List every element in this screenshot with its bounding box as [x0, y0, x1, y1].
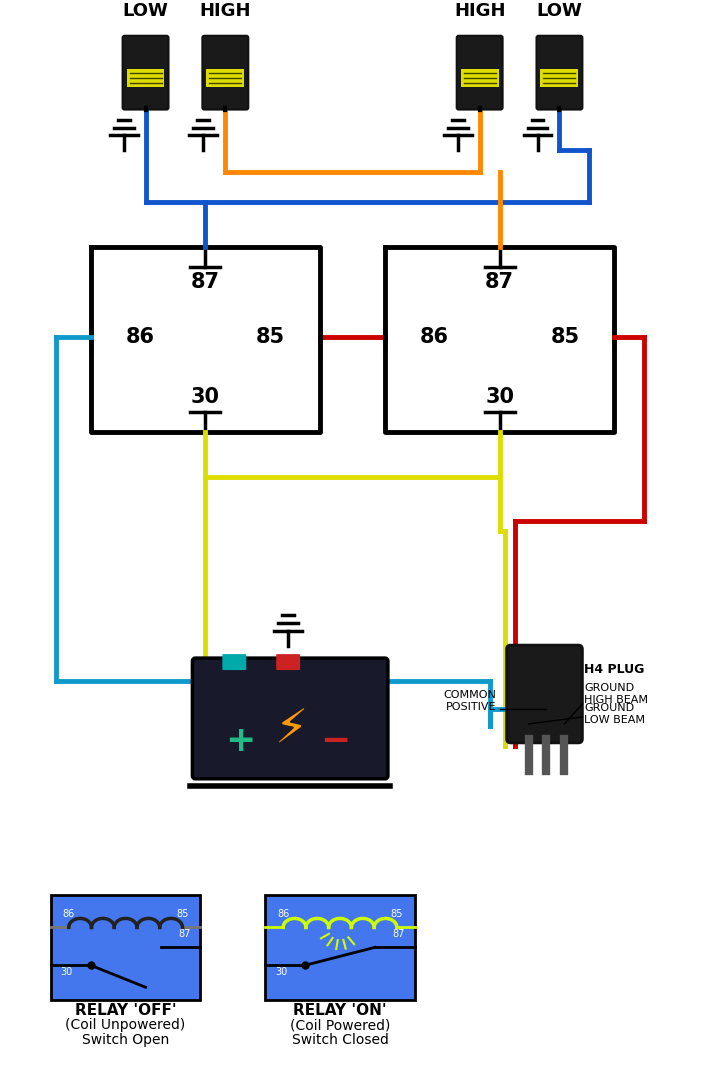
Text: 86: 86: [277, 909, 290, 919]
Bar: [127, 69, 165, 87]
Text: 86: 86: [125, 327, 155, 346]
Text: 87: 87: [178, 930, 191, 939]
FancyBboxPatch shape: [507, 646, 583, 742]
FancyBboxPatch shape: [457, 36, 503, 110]
Text: (Coil Powered): (Coil Powered): [290, 1018, 390, 1032]
Bar: [265, 895, 415, 1001]
Text: 85: 85: [176, 909, 189, 919]
Text: GROUND
HIGH BEAM: GROUND HIGH BEAM: [585, 683, 648, 705]
Text: 87: 87: [393, 930, 405, 939]
Text: ⚡: ⚡: [273, 708, 307, 753]
Text: 30: 30: [275, 967, 287, 977]
Bar: [206, 69, 244, 87]
Text: 86: 86: [63, 909, 75, 919]
Text: 85: 85: [256, 327, 285, 346]
Text: −: −: [320, 724, 350, 758]
Text: GROUND
LOW BEAM: GROUND LOW BEAM: [585, 703, 646, 725]
Text: Switch Open: Switch Open: [82, 1033, 169, 1047]
Text: LOW: LOW: [536, 2, 583, 19]
Text: 85: 85: [550, 327, 580, 346]
Text: +: +: [225, 724, 255, 758]
Text: 30: 30: [61, 967, 73, 977]
Text: 86: 86: [420, 327, 449, 346]
Text: 30: 30: [485, 386, 514, 407]
FancyBboxPatch shape: [276, 654, 300, 670]
FancyBboxPatch shape: [123, 36, 168, 110]
Bar: [461, 69, 498, 87]
Text: 30: 30: [191, 386, 220, 407]
FancyBboxPatch shape: [203, 36, 248, 110]
FancyBboxPatch shape: [222, 654, 246, 670]
Text: RELAY 'OFF': RELAY 'OFF': [75, 1003, 177, 1018]
Text: RELAY 'ON': RELAY 'ON': [293, 1003, 387, 1018]
FancyBboxPatch shape: [536, 36, 583, 110]
Text: LOW: LOW: [123, 2, 168, 19]
Text: (Coil Unpowered): (Coil Unpowered): [65, 1018, 186, 1032]
FancyBboxPatch shape: [192, 659, 388, 779]
Text: 87: 87: [191, 272, 220, 292]
Text: 85: 85: [390, 909, 403, 919]
Text: HIGH: HIGH: [200, 2, 251, 19]
Text: COMMON
POSITIVE: COMMON POSITIVE: [444, 690, 496, 712]
Bar: [540, 69, 578, 87]
Bar: [50, 895, 200, 1001]
Text: HIGH: HIGH: [454, 2, 505, 19]
Text: 87: 87: [485, 272, 514, 292]
Text: H4 PLUG: H4 PLUG: [585, 663, 645, 676]
Text: Switch Closed: Switch Closed: [292, 1033, 388, 1047]
